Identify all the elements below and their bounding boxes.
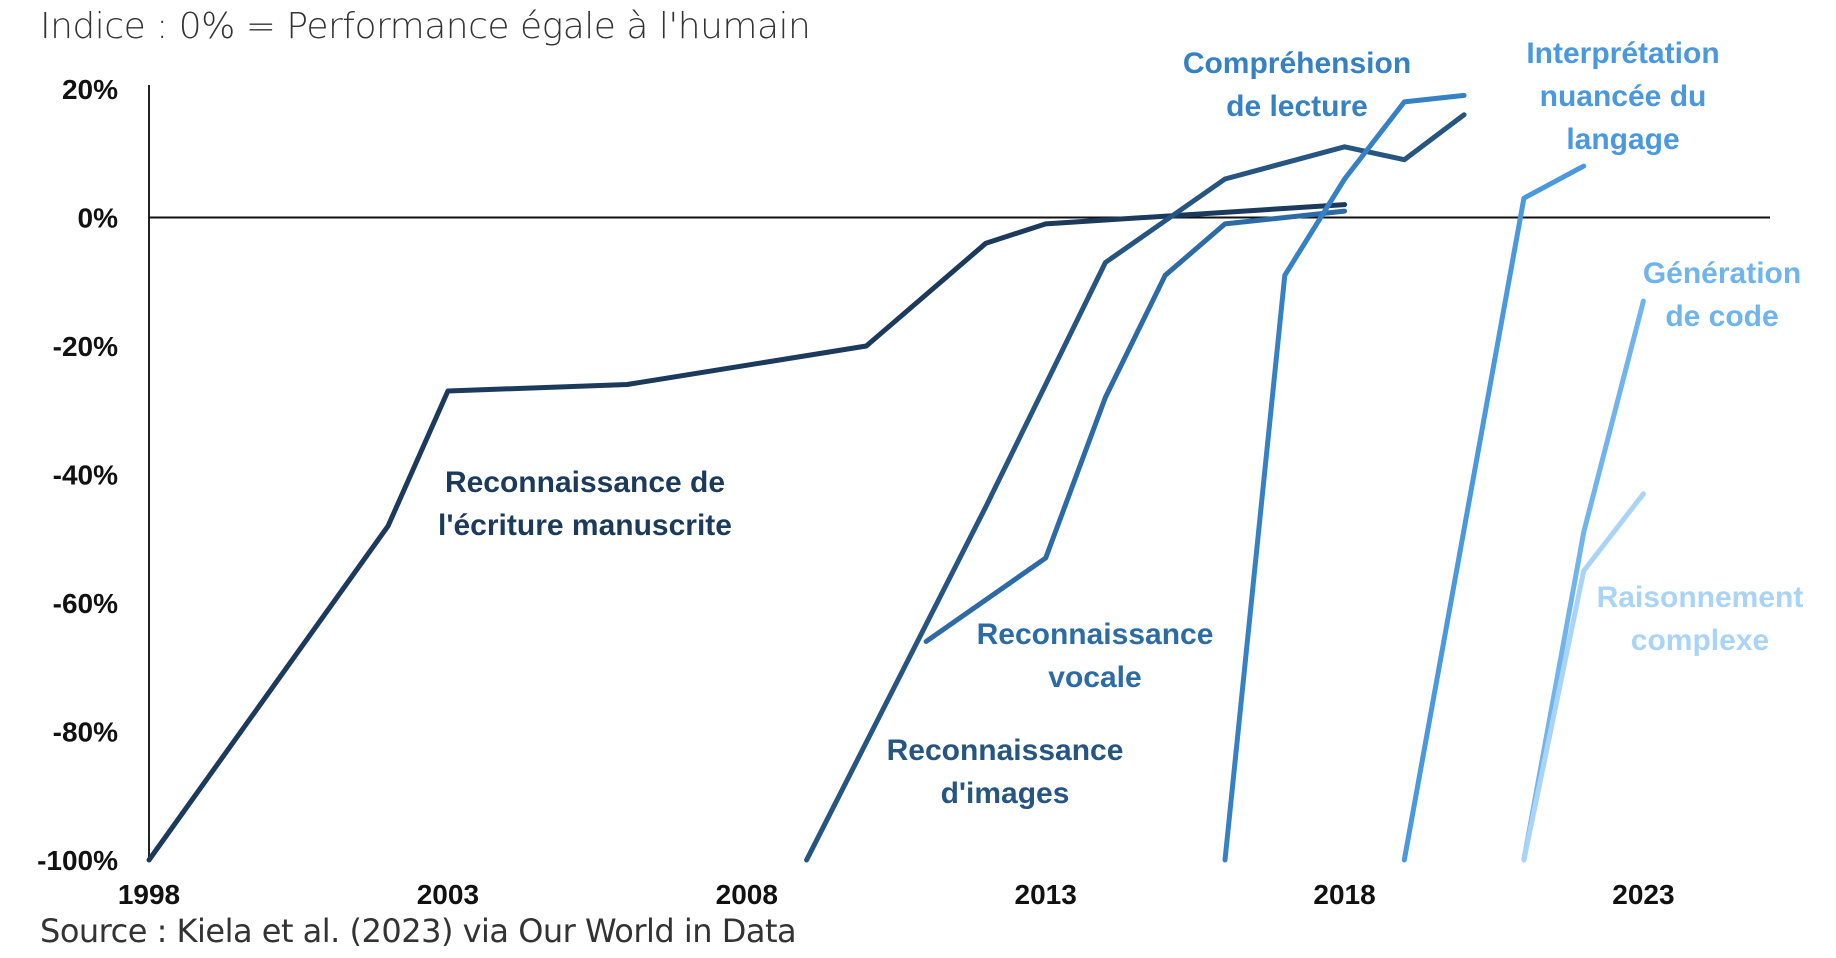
series-line-7: [1521, 491, 1646, 863]
x-tick-label: 2023: [1612, 879, 1674, 910]
y-tick-label: -100%: [37, 845, 118, 876]
y-tick-label: -80%: [53, 717, 118, 748]
x-tick-label: 2013: [1015, 879, 1077, 910]
series-label-3: Reconnaissance vocale: [977, 618, 1214, 694]
x-tick-label: 2003: [417, 879, 479, 910]
series-line-3: [923, 208, 1348, 644]
series-line-5: [1401, 163, 1587, 863]
series-label-4: Compréhension de lecture: [1183, 47, 1411, 123]
y-tick-label: -20%: [53, 331, 118, 362]
series-line-2: [804, 112, 1467, 863]
series-line-1: [146, 202, 1348, 863]
axes: 20% 0% -20% -40% -60% -80% -100%1998 2003 2008 20…: [37, 74, 1770, 910]
series-label-7: Raisonnement complexe: [1597, 581, 1804, 657]
series-labels: Reconnaissance de l'écriture manuscrite Re…: [438, 37, 1803, 810]
series-label-1: Reconnaissance de l'écriture manuscrite: [438, 466, 732, 542]
series-line-4: [1222, 92, 1467, 863]
chart-source: Source : Kiela et al. (2023) via Our Wor…: [40, 912, 797, 950]
y-tick-label: -40%: [53, 460, 118, 491]
x-tick-label: 2008: [716, 879, 778, 910]
series-label-6: Génération de code: [1643, 257, 1801, 333]
series-line-6: [1521, 298, 1646, 863]
series-label-5: Interprétation nuancée du langage: [1526, 37, 1719, 156]
x-tick-label: 2018: [1313, 879, 1375, 910]
y-tick-label: -60%: [53, 588, 118, 619]
series-lines: [146, 92, 1646, 863]
series-label-2: Reconnaissance d'images: [887, 734, 1124, 810]
y-tick-label: 20%: [62, 74, 118, 105]
y-tick-label: 0%: [78, 203, 119, 234]
x-tick-label: 1998: [118, 879, 180, 910]
chart-subtitle: Indice : 0% = Performance égale à l'huma…: [40, 6, 811, 47]
